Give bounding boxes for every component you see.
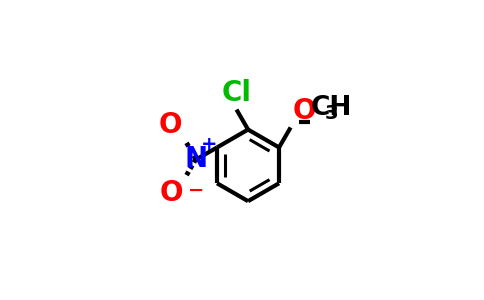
Text: +: + bbox=[200, 135, 217, 154]
Text: CH: CH bbox=[311, 94, 352, 121]
Text: O: O bbox=[159, 111, 182, 139]
Text: 3: 3 bbox=[325, 104, 338, 123]
Text: O: O bbox=[160, 179, 183, 207]
Text: O: O bbox=[292, 97, 316, 125]
Text: −: − bbox=[188, 181, 205, 200]
Text: N: N bbox=[184, 145, 208, 173]
Text: Cl: Cl bbox=[222, 79, 252, 107]
